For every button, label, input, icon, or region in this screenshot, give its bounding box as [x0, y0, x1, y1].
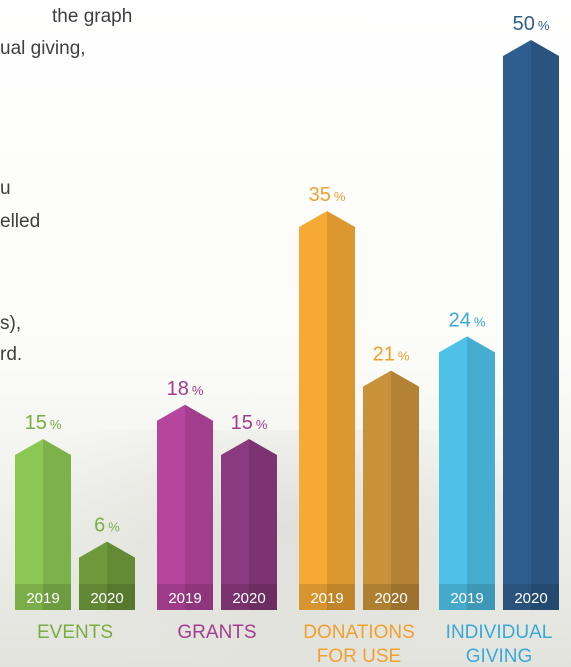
- year-label-grants-2019: 2019: [168, 590, 201, 607]
- bar-donations-for-use-2020: [363, 370, 419, 610]
- bar-shade: [391, 370, 419, 610]
- year-label-grants-2020: 2020: [232, 590, 265, 607]
- year-band: [79, 584, 135, 610]
- bar-events-2019: [15, 439, 71, 610]
- bar-group-donations-for-use: 2019 35 % 2020 21 % DONATIONS FOR USE: [299, 184, 419, 667]
- year-label-individual-giving-2019: 2019: [450, 590, 483, 607]
- bar-shade: [531, 40, 559, 610]
- intro-text-line: u: [0, 178, 11, 199]
- value-label-individual-giving-2019: 24%: [449, 309, 486, 331]
- intro-text-line: the graph: [52, 6, 133, 27]
- value-label-grants-2020: 15%: [231, 412, 268, 434]
- bar-individual-giving-2019: [439, 336, 495, 610]
- bar-group-individual-giving: 2019 24 % 2020 50 % INDIVIDUAL GIVING: [439, 13, 559, 667]
- category-label-donations-for-use: FOR USE: [317, 646, 401, 667]
- year-label-individual-giving-2020: 2020: [514, 590, 547, 607]
- value-label-events-2019: 15%: [25, 412, 62, 434]
- year-band: [157, 584, 213, 610]
- bar-shade: [467, 336, 495, 610]
- intro-text-line: rd.: [0, 344, 23, 365]
- value-label-events-2020: 6%: [94, 515, 120, 537]
- intro-text-line: ual giving,: [0, 38, 86, 59]
- category-label-individual-giving: GIVING: [466, 646, 533, 667]
- category-label-grants: GRANTS: [177, 622, 256, 643]
- intro-text-line: s),: [0, 313, 22, 334]
- year-band: [363, 584, 419, 610]
- intro-text-line: elled: [0, 211, 41, 232]
- year-band: [15, 584, 71, 610]
- category-label-events: EVENTS: [37, 622, 113, 643]
- year-label-donations-for-use-2020: 2020: [374, 590, 407, 607]
- year-band: [439, 584, 495, 610]
- bar-events-2020: [79, 541, 135, 610]
- bar-shade: [185, 404, 213, 610]
- bar-shade: [107, 541, 135, 610]
- year-label-donations-for-use-2019: 2019: [310, 590, 343, 607]
- bar-group-grants: 2019 18 % 2020 15 % GRANTS: [157, 378, 277, 643]
- year-band: [221, 584, 277, 610]
- category-label-individual-giving: INDIVIDUAL: [446, 622, 553, 643]
- bar-donations-for-use-2019: [299, 211, 355, 610]
- bar-grants-2020: [221, 439, 277, 610]
- bar-shade: [43, 439, 71, 610]
- bar-shade: [327, 211, 355, 610]
- year-label-events-2019: 2019: [26, 590, 59, 607]
- bar-shade: [249, 439, 277, 610]
- year-band: [299, 584, 355, 610]
- value-label-donations-for-use-2020: 21%: [373, 344, 410, 366]
- value-label-donations-for-use-2019: 35%: [309, 184, 346, 206]
- value-label-individual-giving-2020: 50%: [513, 13, 550, 35]
- value-label-grants-2019: 18%: [167, 378, 204, 400]
- intro-text-block: the graph ual giving, u elled s), rd.: [0, 6, 133, 365]
- category-label-donations-for-use: DONATIONS: [303, 622, 415, 643]
- bar-grants-2019: [157, 404, 213, 610]
- year-label-events-2020: 2020: [90, 590, 123, 607]
- bar-group-events: 2019 15 % 2020 6 % EVENTS: [15, 412, 135, 643]
- year-band: [503, 584, 559, 610]
- bar-individual-giving-2020: [503, 40, 559, 610]
